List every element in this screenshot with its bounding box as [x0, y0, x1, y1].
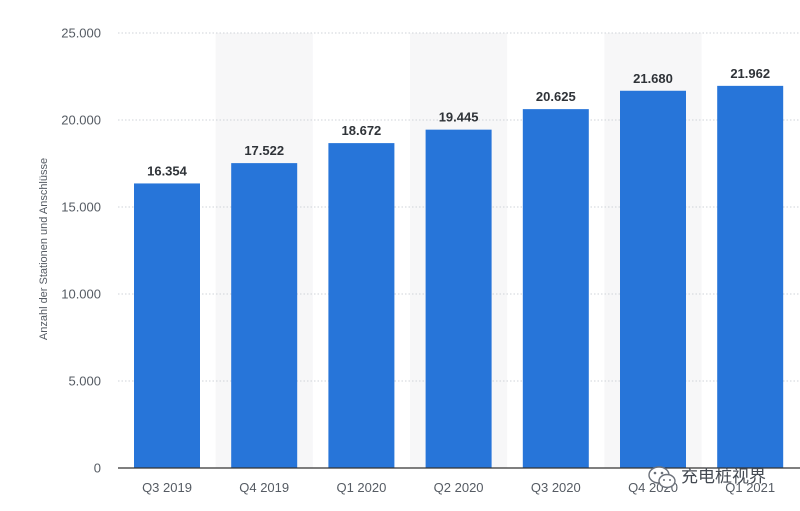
y-axis-label: Anzahl der Stationen und Anschlüsse [38, 158, 50, 340]
x-tick-label: Q1 2021 [725, 480, 775, 495]
bar [717, 85, 784, 468]
x-tick-labels: Q3 2019 Q4 2019 Q1 2020 Q2 2020 Q3 2020 Q4 20… [142, 480, 775, 495]
bar [328, 143, 395, 469]
data-label: 21.680 [633, 71, 673, 86]
watermark: 充电桩视界 [648, 466, 766, 489]
bar [620, 90, 686, 468]
y-tick-label: 20.000 [61, 113, 101, 128]
data-label: 18.672 [342, 123, 382, 138]
y-tick-label: 0 [94, 461, 101, 476]
bar [134, 183, 200, 468]
x-tick-label: Q1 2020 [336, 480, 386, 495]
data-label: 16.354 [147, 163, 188, 178]
data-label: 21.962 [730, 66, 770, 81]
x-tick-label: Q3 2019 [142, 480, 192, 495]
y-tick-label: 5.000 [68, 374, 101, 389]
x-tick-label: Q4 2019 [239, 480, 289, 495]
data-label: 17.522 [244, 143, 284, 158]
x-tick-label: Q3 2020 [531, 480, 581, 495]
y-tick-label: 25.000 [61, 26, 101, 41]
value-labels: 16.354 17.522 18.672 19.445 20.625 21.680 21.9… [147, 66, 770, 179]
watermark-text: 充电桩视界 [681, 467, 766, 487]
bar [231, 163, 298, 469]
data-label: 20.625 [536, 89, 576, 104]
bars [134, 85, 784, 469]
y-tick-labels: 0 5.000 10.000 15.000 20.000 25.000 [61, 26, 101, 476]
y-tick-label: 15.000 [61, 200, 101, 215]
y-tick-label: 10.000 [61, 287, 101, 302]
data-label: 19.445 [439, 110, 479, 125]
bar [425, 129, 492, 469]
x-tick-label: Q2 2020 [434, 480, 484, 495]
bar [522, 109, 589, 468]
wechat-icon [648, 466, 676, 489]
